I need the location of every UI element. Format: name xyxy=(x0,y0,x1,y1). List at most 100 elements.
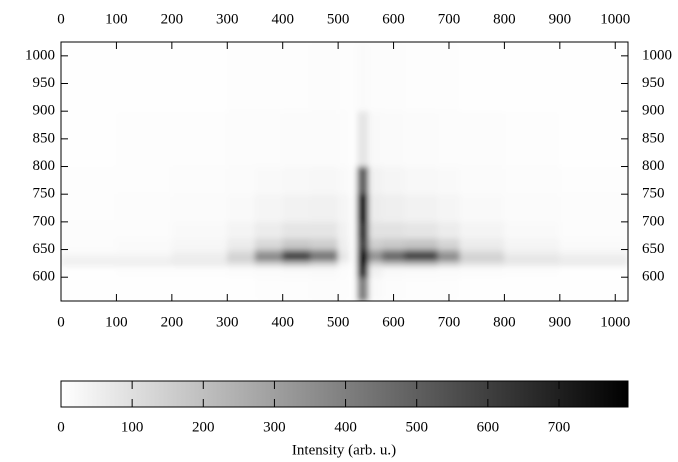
heat-cell xyxy=(116,221,173,239)
heat-cell xyxy=(382,238,405,250)
x-tick-label-top: 500 xyxy=(327,11,350,27)
heat-cell xyxy=(348,265,358,278)
heat-cell xyxy=(368,166,383,195)
heat-cell xyxy=(254,166,284,195)
y-tick-label-right: 950 xyxy=(642,75,665,91)
colorbar-tick-label: 700 xyxy=(548,419,571,435)
heat-cell xyxy=(504,110,561,167)
x-tick-label-top: 1000 xyxy=(600,11,630,27)
heat-cell xyxy=(357,265,369,278)
heat-cell xyxy=(310,42,339,112)
heat-cell xyxy=(559,276,628,301)
heat-cell xyxy=(437,42,461,112)
heat-cell xyxy=(61,260,117,267)
heat-cell xyxy=(348,276,358,301)
y-tick-label-right: 800 xyxy=(642,158,665,174)
heat-cell xyxy=(382,254,405,261)
heat-cell xyxy=(437,238,461,250)
heat-cell xyxy=(282,260,311,267)
heat-cell xyxy=(382,249,405,256)
colorbar-tick-label: 200 xyxy=(192,419,215,435)
heat-cell xyxy=(116,254,173,261)
heat-cell xyxy=(504,166,561,195)
x-tick-label: 1000 xyxy=(600,314,630,330)
heat-cell xyxy=(310,249,339,256)
heat-cell xyxy=(61,276,117,301)
heat-cell xyxy=(404,110,439,167)
colorbar-tick-label: 100 xyxy=(121,419,144,435)
heat-cell xyxy=(116,249,173,256)
heat-cell xyxy=(404,260,439,267)
heat-cell xyxy=(310,193,339,223)
heat-cell xyxy=(171,166,228,195)
heat-cell xyxy=(559,238,628,250)
heat-cell xyxy=(404,42,439,112)
heat-cell xyxy=(61,254,117,261)
heat-cell xyxy=(254,254,284,261)
x-tick-label-top: 700 xyxy=(438,11,461,27)
heatmap-cells xyxy=(61,42,628,301)
heat-cell xyxy=(368,254,383,261)
heat-cell xyxy=(348,110,358,167)
heat-cell xyxy=(61,42,117,112)
heatmap xyxy=(61,42,628,301)
x-tick-label: 500 xyxy=(327,314,350,330)
heat-cell xyxy=(459,254,505,261)
heat-cell xyxy=(437,254,461,261)
heat-cell xyxy=(504,221,561,239)
y-tick-label-right: 700 xyxy=(642,213,665,229)
x-tick-label: 400 xyxy=(271,314,294,330)
heat-cell xyxy=(171,221,228,239)
heat-cell xyxy=(559,166,628,195)
y-tick-label: 650 xyxy=(33,241,56,257)
heat-cell xyxy=(254,238,284,250)
heat-cell xyxy=(337,42,350,112)
heat-cell xyxy=(348,249,358,256)
x-tick-label-top: 200 xyxy=(161,11,184,27)
heat-cell xyxy=(171,42,228,112)
heat-cell xyxy=(348,260,358,267)
heat-cell xyxy=(61,265,117,278)
heat-cell xyxy=(337,260,350,267)
heat-cell xyxy=(171,110,228,167)
heat-cell xyxy=(437,221,461,239)
heat-cell xyxy=(437,249,461,256)
x-tick-label-top: 400 xyxy=(271,11,294,27)
heat-cell xyxy=(116,193,173,223)
heat-cell xyxy=(559,265,628,278)
heat-cell xyxy=(382,166,405,195)
heat-cell xyxy=(368,193,383,223)
heat-cell xyxy=(171,238,228,250)
heat-cell xyxy=(226,276,256,301)
heat-cell xyxy=(404,265,439,278)
heat-cell xyxy=(459,166,505,195)
y-tick-label: 900 xyxy=(33,103,56,119)
heat-cell xyxy=(254,276,284,301)
heat-cell xyxy=(348,42,358,112)
heat-cell xyxy=(254,249,284,256)
heat-cell xyxy=(504,193,561,223)
y-tick-label-right: 1000 xyxy=(642,47,672,63)
x-tick-label-top: 900 xyxy=(549,11,572,27)
heat-cell xyxy=(282,254,311,261)
colorbar-tick-label: 600 xyxy=(477,419,500,435)
heat-cell xyxy=(282,276,311,301)
heat-cell xyxy=(171,193,228,223)
heat-cell xyxy=(282,249,311,256)
heat-cell xyxy=(504,276,561,301)
colorbar-tick-label: 0 xyxy=(57,419,65,435)
plot-frame xyxy=(60,41,629,302)
heat-cell xyxy=(116,276,173,301)
heat-cell xyxy=(357,238,369,250)
heat-cell xyxy=(348,166,358,195)
y-tick-label-right: 650 xyxy=(642,241,665,257)
heat-cell xyxy=(357,221,369,239)
x-tick-label-top: 300 xyxy=(216,11,239,27)
heat-cell xyxy=(310,238,339,250)
heat-cell xyxy=(310,110,339,167)
y-tick-label-right: 600 xyxy=(642,269,665,285)
heat-cell xyxy=(459,260,505,267)
heat-cell xyxy=(171,249,228,256)
heat-cell xyxy=(559,249,628,256)
